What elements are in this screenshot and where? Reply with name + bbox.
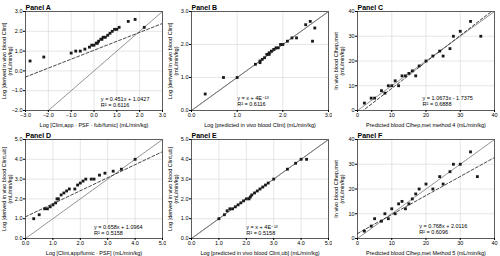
svg-text:y = 0.451x + 1.0427R² = 0.6116: y = 0.451x + 1.0427R² = 0.6116	[101, 96, 150, 108]
svg-text:3.0: 3.0	[181, 176, 189, 182]
svg-text:y = 1.0673x - 1.7375R² = 0.688: y = 1.0673x - 1.7375R² = 0.6888	[423, 95, 473, 107]
svg-text:1.0: 1.0	[113, 112, 121, 118]
svg-text:In vivo blood Clhep,met(mL/min: In vivo blood Clhep,met(mL/min/kg)	[333, 160, 345, 218]
svg-text:10: 10	[348, 211, 354, 217]
svg-text:10: 10	[389, 112, 395, 118]
svg-text:3.0: 3.0	[324, 112, 333, 119]
svg-text:−1.0: −1.0	[66, 112, 77, 118]
svg-text:−1.0: −1.0	[12, 87, 23, 93]
svg-text:In vivo blood Clhep,met(mL/min: In vivo blood Clhep,met(mL/min/kg)	[333, 32, 345, 90]
svg-text:40: 40	[491, 112, 497, 118]
svg-text:−2.0: −2.0	[43, 112, 54, 118]
svg-text:20: 20	[423, 240, 429, 246]
svg-text:30: 30	[348, 33, 354, 39]
svg-text:0.0: 0.0	[22, 240, 30, 246]
svg-text:3.0: 3.0	[270, 240, 278, 246]
svg-text:40: 40	[348, 136, 354, 142]
svg-text:40: 40	[491, 240, 497, 246]
svg-text:4.0: 4.0	[181, 156, 189, 162]
svg-text:Predicted blood Clhep,met Meth: Predicted blood Clhep,met Method 5 (mL/m…	[366, 250, 486, 256]
svg-text:0.0: 0.0	[188, 240, 196, 246]
svg-text:−3.0: −3.0	[20, 112, 31, 118]
svg-text:1.0: 1.0	[49, 240, 57, 246]
svg-text:5.0: 5.0	[158, 240, 167, 247]
svg-text:Panel B: Panel B	[192, 4, 218, 11]
svg-text:2.0: 2.0	[76, 240, 84, 246]
svg-text:y = 0.768x + 2.0116R² = 0.6096: y = 0.768x + 2.0116R² = 0.6096	[419, 223, 467, 235]
svg-text:4.0: 4.0	[131, 240, 139, 246]
svg-text:Predicted blood Clhep,met meth: Predicted blood Clhep,met method 4 (mL/m…	[366, 122, 486, 128]
svg-text:0.0: 0.0	[15, 68, 23, 74]
svg-text:1.0: 1.0	[15, 48, 23, 54]
svg-text:Log [derived in vivo blood Cli: Log [derived in vivo blood Clint](mL/min…	[167, 22, 179, 99]
svg-text:2.0: 2.0	[15, 196, 23, 202]
svg-text:Log [Clint,app · PSF · fub/fum: Log [Clint,app · PSF · fub/fumic] (mL/mi…	[40, 122, 149, 128]
svg-text:Log [predicted in vivo blood C: Log [predicted in vivo blood Clint] (mL/…	[204, 122, 316, 128]
svg-text:Panel C: Panel C	[358, 4, 384, 11]
svg-text:0: 0	[351, 235, 354, 241]
svg-text:3.0: 3.0	[104, 240, 112, 246]
svg-text:5.0: 5.0	[15, 136, 23, 142]
svg-text:1.0: 1.0	[181, 74, 189, 80]
svg-text:40: 40	[348, 8, 354, 14]
svg-text:30: 30	[348, 161, 354, 167]
svg-text:0.0: 0.0	[90, 112, 98, 118]
svg-text:30: 30	[457, 112, 463, 118]
svg-text:4.0: 4.0	[15, 156, 23, 162]
svg-text:3.0: 3.0	[15, 8, 23, 14]
svg-text:4.0: 4.0	[297, 240, 305, 246]
svg-text:Panel D: Panel D	[26, 132, 52, 139]
svg-text:3.0: 3.0	[15, 176, 23, 182]
svg-text:Log [derived in vivo blood Cli: Log [derived in vivo blood Clint,ub](mL/…	[1, 146, 12, 231]
svg-text:2.0: 2.0	[15, 28, 23, 34]
svg-text:Panel A: Panel A	[26, 4, 51, 11]
svg-text:1.0: 1.0	[15, 215, 23, 221]
svg-text:2.0: 2.0	[279, 112, 287, 118]
svg-text:y = x + 4E⁻¹³R² = 0.6116: y = x + 4E⁻¹³R² = 0.6116	[237, 95, 268, 107]
svg-text:Log [predicted in vivo blood C: Log [predicted in vivo blood Clint,ub] (…	[200, 250, 319, 256]
svg-text:Log [derived in vivo blood Cli: Log [derived in vivo blood Clint,ub](mL/…	[167, 146, 179, 231]
svg-text:3.0: 3.0	[181, 8, 189, 14]
svg-text:5.0: 5.0	[181, 136, 189, 142]
svg-text:Panel E: Panel E	[192, 132, 218, 139]
svg-text:y = 0.658x + 1.0964R² = 0.5158: y = 0.658x + 1.0964R² = 0.5158	[94, 224, 143, 236]
svg-text:2.0: 2.0	[136, 112, 144, 118]
svg-text:Log [derived in vivo blood Cli: Log [derived in vivo blood Clint](mL/min…	[1, 22, 12, 99]
svg-text:0: 0	[356, 112, 359, 118]
svg-text:Log [Clint,app/fumic · PSF] (m: Log [Clint,app/fumic · PSF] (mL/min/kg)	[46, 250, 142, 256]
svg-text:0: 0	[351, 107, 354, 113]
svg-text:−2.0: −2.0	[12, 107, 23, 113]
svg-text:1.0: 1.0	[215, 240, 223, 246]
svg-text:0.0: 0.0	[188, 112, 196, 118]
svg-text:1.0: 1.0	[181, 215, 189, 221]
svg-text:0.0: 0.0	[181, 107, 189, 113]
svg-text:10: 10	[389, 240, 395, 246]
svg-text:2.0: 2.0	[242, 240, 250, 246]
svg-text:20: 20	[423, 112, 429, 118]
svg-text:20: 20	[348, 186, 354, 192]
svg-text:0: 0	[356, 240, 359, 246]
svg-text:Panel F: Panel F	[358, 132, 384, 139]
svg-text:2.0: 2.0	[181, 41, 189, 47]
svg-text:5.0: 5.0	[324, 240, 333, 247]
svg-text:0.0: 0.0	[181, 235, 189, 241]
svg-text:3.0: 3.0	[158, 112, 167, 119]
svg-text:10: 10	[348, 83, 354, 89]
svg-text:1.0: 1.0	[233, 112, 241, 118]
svg-text:20: 20	[348, 58, 354, 64]
svg-text:30: 30	[457, 240, 463, 246]
svg-text:2.0: 2.0	[181, 196, 189, 202]
svg-text:y = x + 4E⁻¹³R² = 0.5158: y = x + 4E⁻¹³R² = 0.5158	[246, 224, 277, 236]
svg-text:0.0: 0.0	[15, 235, 23, 241]
